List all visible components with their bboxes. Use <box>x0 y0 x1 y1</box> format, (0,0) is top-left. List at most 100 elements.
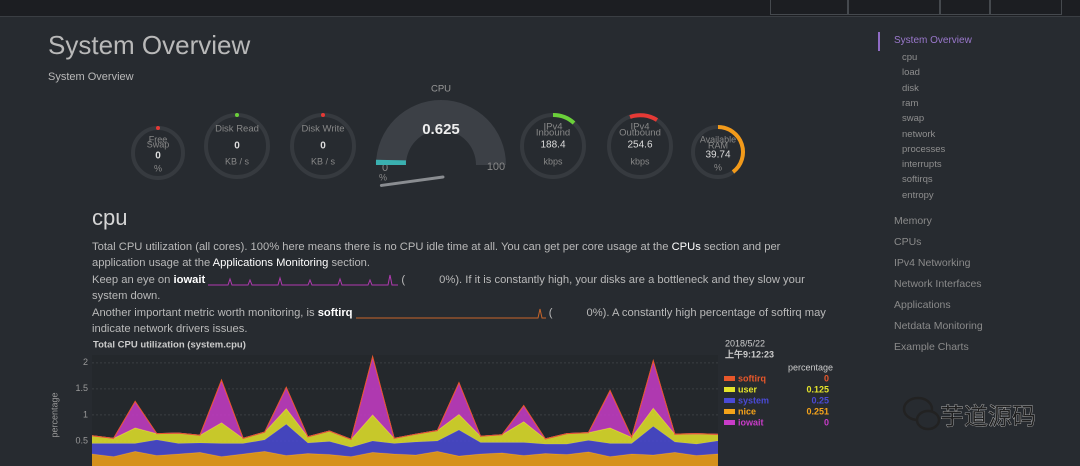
gauge-dot <box>321 113 325 117</box>
nav-subitem[interactable]: cpu <box>902 52 918 63</box>
sparkline <box>208 274 399 286</box>
legend-name: iowait <box>738 417 764 427</box>
nav-item[interactable]: Applications <box>894 299 951 311</box>
nav-subitem[interactable]: ram <box>902 97 919 109</box>
legend-name: user <box>738 384 758 394</box>
legend-swatch <box>724 398 735 403</box>
area-line <box>92 423 719 448</box>
nav-item[interactable]: Example Charts <box>894 341 969 353</box>
gauge-max: 100 <box>487 161 505 173</box>
active-marker <box>878 32 880 51</box>
gauge-title: CPU <box>431 84 451 95</box>
paragraph: Total CPU utilization (all cores). 100% … <box>92 239 832 272</box>
gauge-value: 254.6 <box>627 140 652 151</box>
text: Another important metric worth monitorin… <box>92 307 318 319</box>
nav-button[interactable] <box>770 0 848 15</box>
nav-item[interactable]: IPv4 Networking <box>894 257 971 269</box>
legend-time: 上午9:12:23 <box>725 348 774 359</box>
text: Keep an eye on <box>92 274 174 286</box>
nav-button[interactable] <box>990 0 1062 15</box>
gauges: Free Swap 0 % Disk Read 0 KB / s Disk Wr… <box>131 84 745 187</box>
nav-subitem[interactable]: disk <box>902 82 919 94</box>
gauge-value: 0 <box>234 141 240 152</box>
legend-swatch <box>724 387 735 392</box>
gauge-value: 0 <box>320 141 326 152</box>
gauge-min: 0 <box>382 162 388 174</box>
nav-subitem[interactable]: entropy <box>902 189 934 201</box>
legend-value: 0.251 <box>806 406 829 416</box>
area-line <box>91 355 719 441</box>
nav-button[interactable] <box>848 0 940 15</box>
legend-name: nice <box>738 406 756 416</box>
gauge-needle <box>379 175 445 187</box>
gauge-arc <box>717 125 745 174</box>
gauge-arc <box>629 113 659 122</box>
gauge-label: Available <box>700 134 736 144</box>
gauge-unit: % <box>714 162 722 172</box>
sidebar: System Overview cpu load disk ram swap networ… <box>878 30 1078 370</box>
gauge-label: IPv4 <box>543 122 562 133</box>
section-title: cpu <box>92 205 128 230</box>
gauge-title: Inbound <box>536 128 570 139</box>
nav-subitem[interactable]: softirqs <box>902 174 933 186</box>
gauge-unit: kbps <box>543 156 563 166</box>
y-tick-label: 0.5 <box>75 435 88 445</box>
gauge-value: 188.4 <box>540 140 565 151</box>
area-fill <box>92 408 718 448</box>
text: section and per application usage at the <box>92 241 781 270</box>
plot-area <box>92 355 718 466</box>
legend-value: 0 <box>824 417 829 427</box>
gauge-label: Free <box>149 134 168 144</box>
area-fill <box>92 357 718 440</box>
gauge-title: Disk Read <box>215 124 259 135</box>
nav-subitem[interactable]: processes <box>902 143 946 155</box>
gauge-fill <box>375 159 407 165</box>
link[interactable]: Applications Monitoring <box>212 257 329 270</box>
top-bar <box>0 0 1080 17</box>
gauge-value: 39.74 <box>705 150 730 161</box>
legend-name: softirq <box>738 373 766 383</box>
nav-subitem[interactable]: load <box>902 67 920 79</box>
page-subtitle: System Overview <box>48 71 134 83</box>
watermark-icon <box>915 409 941 431</box>
sparkline <box>355 308 546 319</box>
legend-name: system <box>738 395 769 405</box>
gauge-unit: KB / s <box>225 156 250 166</box>
nav-subitem[interactable]: network <box>902 128 936 140</box>
gauge-arc <box>552 112 576 125</box>
nav-item[interactable]: Netdata Monitoring <box>894 320 983 332</box>
bold-text: iowait <box>173 274 206 286</box>
text: Total CPU utilization (all cores). 100% … <box>92 241 672 253</box>
nav-item-active[interactable]: System Overview <box>894 35 972 46</box>
nav-button[interactable] <box>940 0 990 15</box>
text: 0%). A constantly high percentage of sof… <box>92 307 826 336</box>
area-line <box>91 407 719 440</box>
paragraph: Keep an eye on iowait (0%). If it is con… <box>92 272 832 305</box>
nav-subitem[interactable]: swap <box>902 113 925 125</box>
y-tick-label: 2 <box>83 357 88 367</box>
area-line <box>91 450 719 458</box>
nav-item[interactable]: Memory <box>894 215 932 227</box>
gauge-title: Swap <box>147 139 170 149</box>
nav-item[interactable]: CPUs <box>894 236 922 248</box>
area-fill <box>92 451 718 466</box>
text: section. <box>328 257 371 270</box>
text: ( <box>548 307 553 319</box>
page-title: System Overview <box>48 30 251 60</box>
y-tick-label: 1.5 <box>75 383 88 393</box>
area-fill <box>92 424 718 457</box>
nav-subitem[interactable]: interrupts <box>902 159 942 171</box>
legend-value: 0.125 <box>806 384 829 394</box>
watermark: 芋道源码 <box>902 396 1036 431</box>
area-fill <box>92 356 718 440</box>
watermark-text: 芋道源码 <box>940 403 1036 430</box>
nav-item[interactable]: Network Interfaces <box>894 278 982 290</box>
gauge-dot <box>156 126 160 130</box>
paragraph: Another important metric worth monitorin… <box>92 305 832 338</box>
legend-title: percentage <box>788 362 833 372</box>
link[interactable]: CPUs <box>671 241 701 253</box>
gauge-dot <box>235 113 239 117</box>
gauge-title: Disk Write <box>301 124 344 135</box>
gauge-value: 0 <box>155 151 161 162</box>
gauge-track <box>376 100 506 165</box>
